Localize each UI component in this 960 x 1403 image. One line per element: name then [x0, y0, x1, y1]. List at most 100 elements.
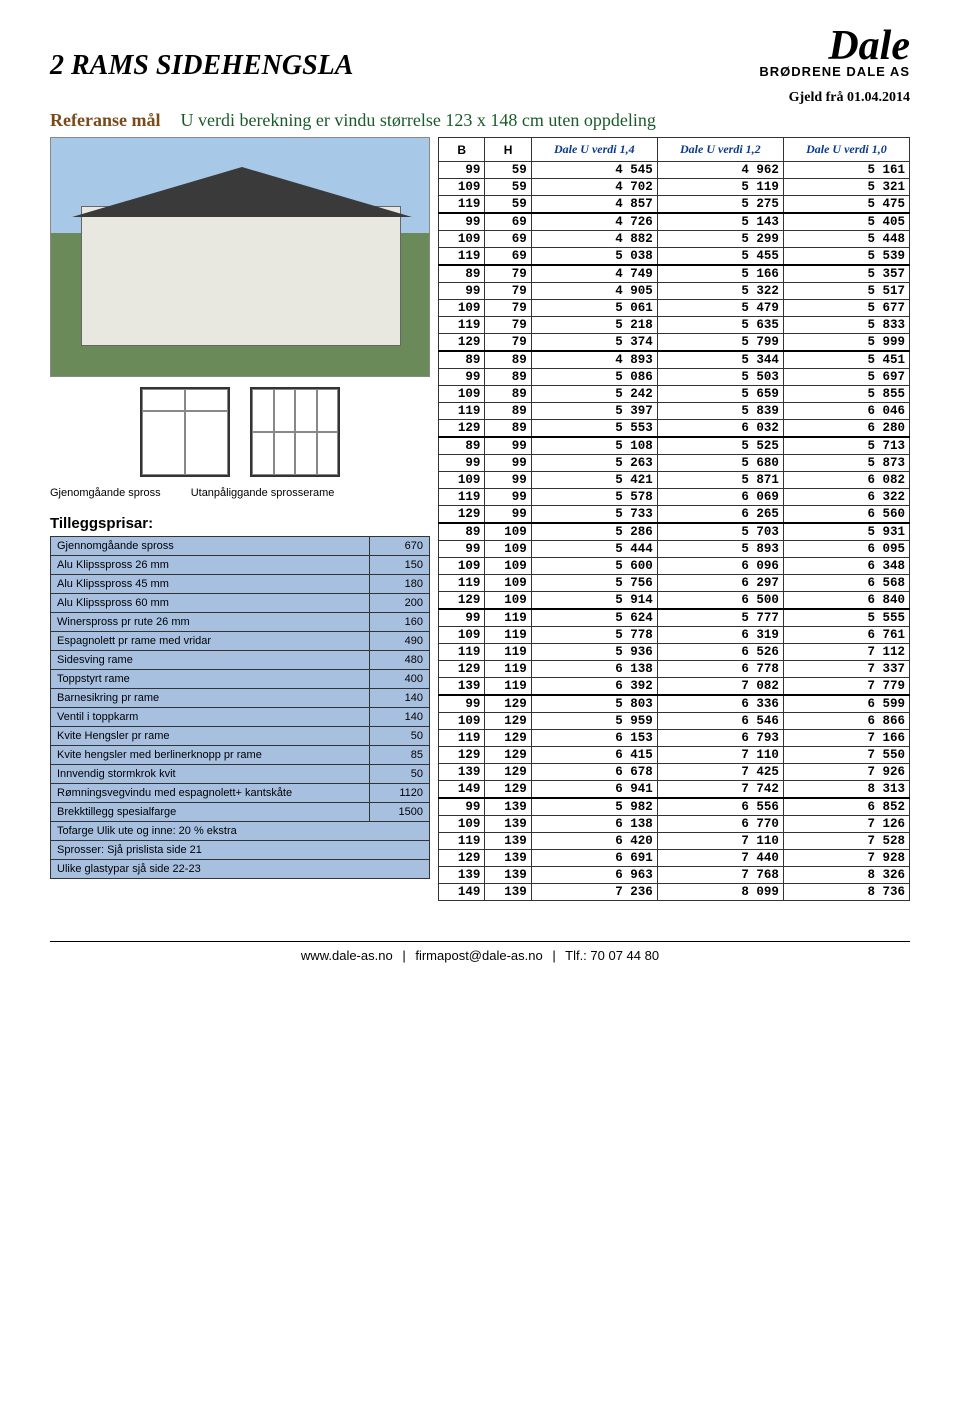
- price-row: 99895 0865 5035 697: [439, 369, 910, 386]
- price-cell: 8 099: [657, 884, 783, 901]
- price-cell: 4 545: [531, 162, 657, 179]
- dim-cell: 119: [439, 248, 485, 266]
- price-cell: 5 578: [531, 489, 657, 506]
- dim-cell: 119: [439, 730, 485, 747]
- reference-label: Referanse mål: [50, 110, 160, 131]
- dim-cell: 79: [485, 300, 531, 317]
- tillegg-row: Kvite Hengsler pr rame50: [51, 727, 430, 746]
- price-cell: 6 963: [531, 867, 657, 884]
- dim-cell: 119: [439, 196, 485, 214]
- dim-cell: 89: [439, 351, 485, 369]
- footer-tlf: Tlf.: 70 07 44 80: [565, 948, 659, 963]
- price-row: 99995 2635 6805 873: [439, 455, 910, 472]
- col-h: H: [485, 138, 531, 162]
- price-cell: 6 500: [657, 592, 783, 610]
- price-cell: 5 344: [657, 351, 783, 369]
- price-cell: 5 263: [531, 455, 657, 472]
- price-row: 89894 8935 3445 451: [439, 351, 910, 369]
- tillegg-name: Alu Klipsspross 45 mm: [51, 575, 370, 594]
- price-cell: 6 599: [783, 695, 909, 713]
- dim-cell: 119: [439, 833, 485, 850]
- dim-cell: 89: [439, 437, 485, 455]
- tillegg-row: Tofarge Ulik ute og inne: 20 % ekstra: [51, 822, 430, 841]
- price-cell: 5 525: [657, 437, 783, 455]
- dim-cell: 149: [439, 884, 485, 901]
- tillegg-price: 140: [370, 689, 430, 708]
- dim-cell: 129: [439, 334, 485, 352]
- tillegg-name: Alu Klipsspross 60 mm: [51, 594, 370, 613]
- price-cell: 5 517: [783, 283, 909, 300]
- price-cell: 5 777: [657, 609, 783, 627]
- price-cell: 6 678: [531, 764, 657, 781]
- dim-cell: 129: [439, 661, 485, 678]
- dim-cell: 109: [439, 627, 485, 644]
- price-cell: 5 600: [531, 558, 657, 575]
- price-cell: 5 166: [657, 265, 783, 283]
- dim-cell: 109: [439, 231, 485, 248]
- dim-cell: 119: [439, 644, 485, 661]
- price-row: 119895 3975 8396 046: [439, 403, 910, 420]
- dim-cell: 129: [439, 850, 485, 867]
- price-cell: 6 032: [657, 420, 783, 438]
- tillegg-row: Kvite hengsler med berlinerknopp pr rame…: [51, 746, 430, 765]
- tillegg-price: 200: [370, 594, 430, 613]
- price-row: 1091195 7786 3196 761: [439, 627, 910, 644]
- dim-cell: 89: [485, 386, 531, 403]
- price-row: 119795 2185 6355 833: [439, 317, 910, 334]
- price-row: 1191095 7566 2976 568: [439, 575, 910, 592]
- reference-row: Referanse mål U verdi berekning er vindu…: [50, 110, 910, 131]
- price-cell: 5 553: [531, 420, 657, 438]
- price-cell: 4 749: [531, 265, 657, 283]
- price-cell: 5 086: [531, 369, 657, 386]
- tillegg-price: 400: [370, 670, 430, 689]
- dim-cell: 119: [485, 627, 531, 644]
- price-cell: 7 768: [657, 867, 783, 884]
- price-cell: 7 337: [783, 661, 909, 678]
- price-cell: 4 857: [531, 196, 657, 214]
- dim-cell: 89: [485, 369, 531, 386]
- price-cell: 7 166: [783, 730, 909, 747]
- footer-web: www.dale-as.no: [301, 948, 393, 963]
- dim-cell: 99: [439, 609, 485, 627]
- price-cell: 6 319: [657, 627, 783, 644]
- price-row: 89794 7495 1665 357: [439, 265, 910, 283]
- price-cell: 5 799: [657, 334, 783, 352]
- price-cell: 5 803: [531, 695, 657, 713]
- dim-cell: 99: [485, 437, 531, 455]
- price-cell: 6 069: [657, 489, 783, 506]
- price-cell: 6 415: [531, 747, 657, 764]
- price-row: 129795 3745 7995 999: [439, 334, 910, 352]
- price-cell: 7 926: [783, 764, 909, 781]
- tillegg-price: 670: [370, 537, 430, 556]
- price-cell: 6 336: [657, 695, 783, 713]
- logo-sub: BRØDRENE DALE AS: [759, 64, 910, 79]
- price-cell: 6 322: [783, 489, 909, 506]
- dim-cell: 79: [485, 334, 531, 352]
- dim-cell: 139: [485, 884, 531, 901]
- price-cell: 5 635: [657, 317, 783, 334]
- dim-cell: 119: [485, 678, 531, 696]
- price-cell: 5 357: [783, 265, 909, 283]
- price-cell: 4 893: [531, 351, 657, 369]
- dim-cell: 89: [439, 265, 485, 283]
- dim-cell: 139: [485, 833, 531, 850]
- price-cell: 5 873: [783, 455, 909, 472]
- price-cell: 4 905: [531, 283, 657, 300]
- price-cell: 5 713: [783, 437, 909, 455]
- dim-cell: 129: [485, 695, 531, 713]
- dim-cell: 99: [439, 455, 485, 472]
- dim-cell: 109: [439, 179, 485, 196]
- dim-cell: 139: [439, 867, 485, 884]
- price-cell: 5 475: [783, 196, 909, 214]
- price-cell: 6 153: [531, 730, 657, 747]
- dim-cell: 139: [485, 798, 531, 816]
- price-row: 109895 2425 6595 855: [439, 386, 910, 403]
- price-row: 99794 9055 3225 517: [439, 283, 910, 300]
- dim-cell: 109: [485, 592, 531, 610]
- price-row: 89995 1085 5255 713: [439, 437, 910, 455]
- dim-cell: 129: [485, 730, 531, 747]
- tillegg-price: 480: [370, 651, 430, 670]
- price-cell: 8 326: [783, 867, 909, 884]
- price-cell: 5 855: [783, 386, 909, 403]
- price-cell: 7 110: [657, 833, 783, 850]
